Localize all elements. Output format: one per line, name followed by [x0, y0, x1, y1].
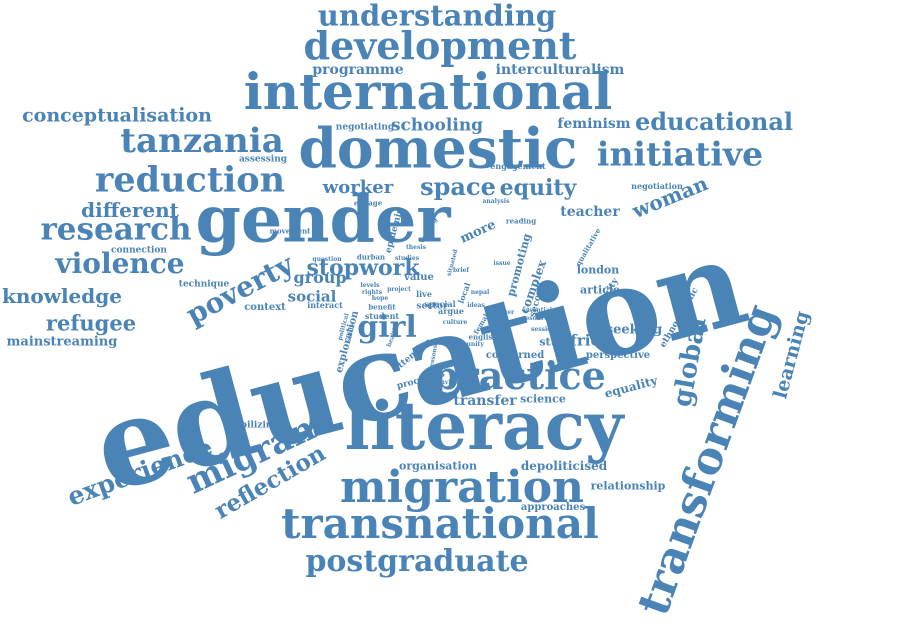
cloud-word-rights: rights: [361, 289, 383, 296]
cloud-word-benefit: benefit: [368, 302, 396, 312]
cloud-word-project: project: [387, 286, 411, 293]
cloud-word-approaches: approaches: [520, 502, 586, 513]
cloud-word-value: value: [404, 272, 434, 283]
cloud-word-live: live: [416, 289, 432, 299]
cloud-word-practice: practice: [432, 353, 606, 398]
cloud-word-domestic: domestic: [298, 115, 578, 181]
cloud-word-interact: interact: [307, 300, 343, 310]
cloud-word-depoliticised: depoliticised: [520, 459, 608, 473]
cloud-word-poverty: poverty: [180, 247, 299, 332]
cloud-word-article: article: [579, 283, 621, 297]
cloud-word-international: international: [243, 62, 613, 121]
cloud-word-movement: movement: [269, 226, 311, 236]
cloud-word-assessing: assessing: [238, 154, 288, 165]
cloud-word-connection: connection: [111, 245, 167, 256]
cloud-word-issue: issue: [493, 260, 511, 267]
cloud-word-studies: studies: [394, 255, 420, 262]
cloud-word-transnational: transnational: [281, 499, 599, 548]
cloud-word-girl: girl: [357, 310, 417, 345]
cloud-word-thesis: thesis: [406, 244, 426, 251]
cloud-word-seeking: seeking: [605, 322, 663, 338]
cloud-word-context: context: [244, 302, 286, 313]
cloud-word-community: community: [446, 341, 484, 348]
cloud-word-knowledge: knowledge: [2, 284, 122, 308]
cloud-word-group: group: [293, 268, 347, 287]
cloud-word-africa: africa: [560, 331, 610, 350]
cloud-word-programme: programme: [312, 62, 404, 78]
cloud-word-reduction: reduction: [94, 159, 286, 201]
cloud-word-educational: educational: [635, 107, 793, 136]
cloud-word-interculturalism: interculturalism: [495, 62, 625, 78]
cloud-word-resource: resource: [522, 315, 552, 322]
cloud-word-understanding: understanding: [317, 0, 557, 33]
cloud-word-durban: durban: [356, 252, 386, 262]
cloud-word-hope: hope: [371, 295, 389, 302]
cloud-word-schooling: schooling: [390, 115, 484, 136]
cloud-word-stopwork: stopwork: [306, 255, 420, 281]
cloud-word-transfer: transfer: [453, 393, 517, 409]
cloud-word-engagement: engagement: [490, 161, 546, 171]
cloud-word-teacher: teacher: [560, 204, 620, 220]
cloud-word-analysis: analysis: [482, 198, 510, 205]
cloud-word-english: english: [468, 332, 498, 342]
cloud-word-refugee: refugee: [45, 310, 137, 336]
cloud-word-relationship: relationship: [590, 479, 666, 493]
cloud-word-london: london: [576, 263, 620, 277]
cloud-word-ideas: ideas: [467, 302, 485, 309]
cloud-word-negotiation: negotiation: [631, 181, 683, 191]
cloud-word-student: student: [364, 311, 400, 321]
cloud-word-development: development: [303, 23, 577, 68]
cloud-word-conceptualisation: conceptualisation: [22, 104, 212, 127]
cloud-word-culture: culture: [442, 319, 468, 326]
cloud-word-levels: levels: [360, 282, 380, 289]
cloud-word-mobilizing: mobilizing: [225, 420, 279, 431]
cloud-word-technique: technique: [178, 279, 230, 290]
cloud-word-sessions: sessions: [531, 326, 559, 333]
cloud-word-study: study: [539, 335, 573, 349]
cloud-word-brief: brief: [452, 267, 470, 274]
cloud-word-mainstreaming: mainstreaming: [6, 334, 118, 350]
cloud-word-worker: worker: [322, 177, 394, 198]
cloud-word-engage: engage: [353, 198, 383, 208]
cloud-word-concerned: concerned: [485, 350, 545, 361]
cloud-word-science: science: [520, 392, 566, 406]
cloud-word-research: research: [40, 211, 192, 248]
cloud-word-more: more: [457, 217, 499, 247]
cloud-word-violence: violence: [55, 247, 185, 280]
cloud-word-social: social: [287, 287, 337, 306]
cloud-word-power: power: [493, 309, 515, 316]
cloud-word-perspective: perspective: [585, 350, 651, 361]
cloud-word-nepal: nepal: [470, 289, 490, 296]
cloud-word-space: space: [420, 172, 496, 201]
cloud-word-argue: argue: [438, 306, 464, 316]
cloud-word-feminism: feminism: [557, 116, 631, 132]
cloud-word-question: question: [312, 256, 342, 263]
cloud-word-initiative: initiative: [596, 134, 764, 174]
cloud-word-reading: reading: [505, 216, 537, 226]
cloud-word-special: special: [424, 299, 456, 309]
cloud-word-navigate: navigate: [436, 379, 466, 386]
cloud-word-equity: equity: [499, 175, 577, 201]
cloud-word-different: different: [81, 198, 179, 222]
cloud-word-essential: essential: [522, 307, 552, 314]
cloud-word-gender: gender: [195, 181, 451, 258]
cloud-word-organisation: organisation: [398, 459, 478, 473]
cloud-word-migration: migration: [339, 462, 585, 513]
cloud-word-tanzania: tanzania: [120, 121, 284, 161]
cloud-word-sector: sector: [416, 301, 448, 312]
cloud-word-literacy: literacy: [344, 387, 624, 465]
cloud-word-negotiating: negotiating: [335, 122, 395, 133]
cloud-word-postgraduate: postgraduate: [305, 544, 529, 579]
